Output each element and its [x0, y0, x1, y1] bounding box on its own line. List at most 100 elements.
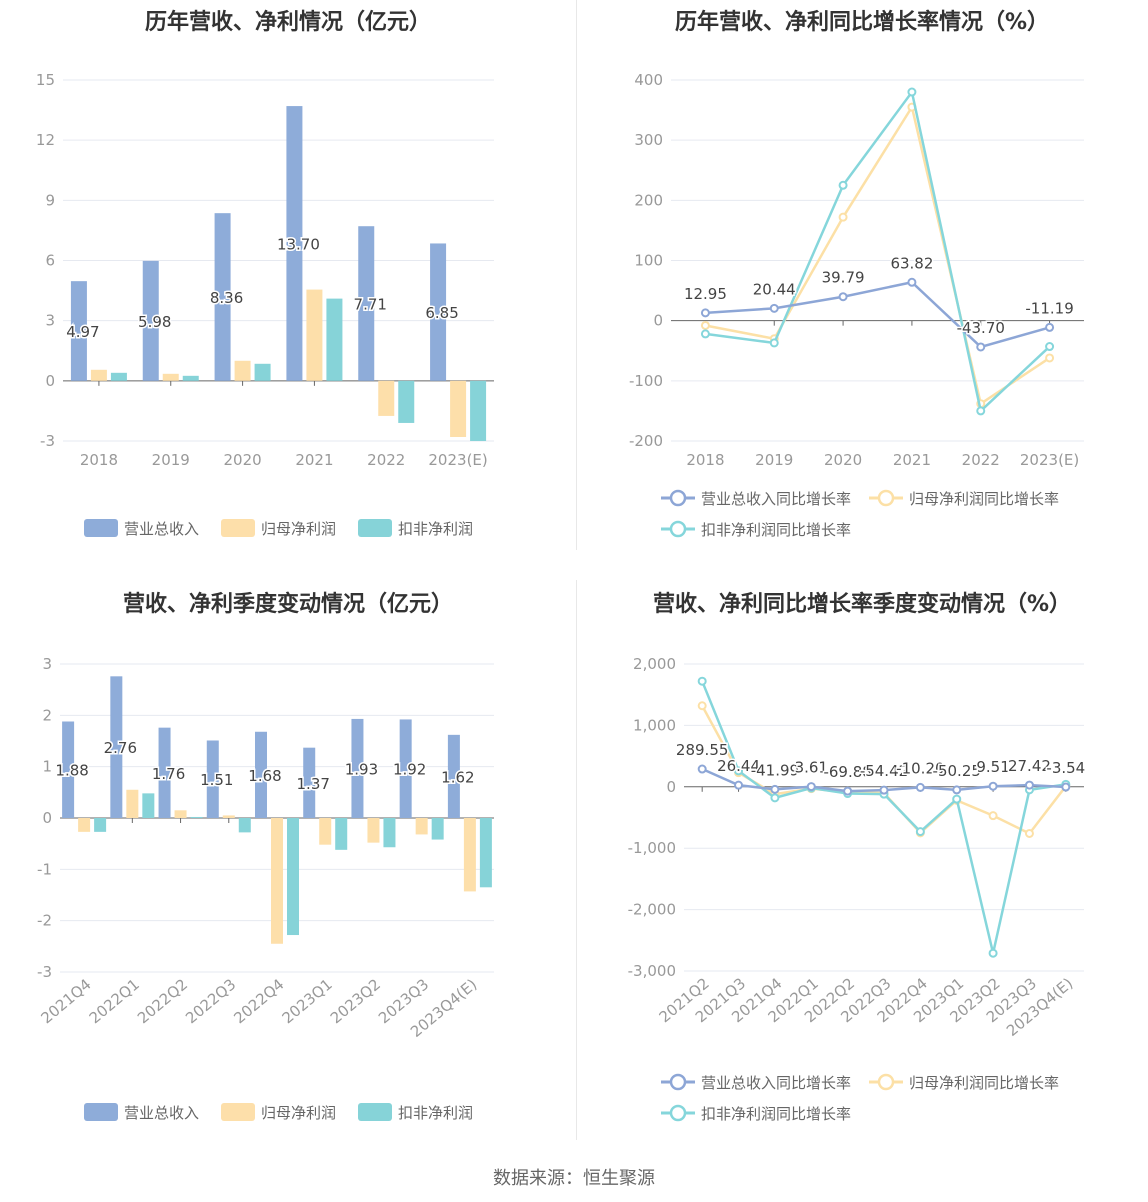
- quarter-line-chart: -3,000-2,000-1,00001,0002,0002021Q22021Q…: [628, 655, 1087, 1123]
- bar-deducted-profit: [182, 375, 199, 381]
- data-point: [700, 308, 710, 318]
- y-tick-label: 3: [42, 655, 52, 673]
- bar-revenue: [142, 260, 159, 381]
- data-point: [1045, 353, 1055, 363]
- legend-swatch: [84, 519, 118, 537]
- series-line: [701, 680, 1067, 954]
- bar-deducted-profit: [326, 298, 343, 381]
- quarter-line-title: 营收、净利同比增长率季度变动情况（%）: [652, 592, 1072, 617]
- annual-line-chart: -200 -100 0 100 200 300 400 2018 2019 2020 2021 202…: [629, 71, 1084, 539]
- data-point: [1045, 342, 1055, 352]
- y-tick-label: 0: [666, 778, 676, 796]
- x-tick-label: 2021: [893, 451, 931, 469]
- y-tick-label: -2,000: [628, 901, 676, 919]
- legend-label: 营业总收入同比增长率: [701, 1074, 851, 1092]
- data-label: 13.70: [277, 235, 320, 253]
- data-point: [952, 785, 962, 795]
- data-point: [770, 793, 780, 803]
- data-point: [988, 811, 998, 821]
- bar-net-profit: [174, 810, 187, 818]
- bar-revenue: [447, 734, 460, 818]
- data-label: 5.98: [138, 313, 171, 331]
- y-tick-label: 15: [36, 71, 55, 89]
- legend-label: 归母净利润同比增长率: [909, 1074, 1059, 1092]
- y-tick-label: 2,000: [633, 655, 676, 673]
- x-tick-label: 2022: [962, 451, 1000, 469]
- data-label: -10.20: [896, 759, 944, 777]
- bar-revenue: [286, 106, 303, 381]
- data-label: 12.95: [684, 285, 727, 303]
- legend-label: 营业总收入: [124, 1104, 199, 1122]
- data-label: 2.76: [104, 739, 137, 757]
- data-point: [988, 948, 998, 958]
- data-label: 4.97: [66, 323, 99, 341]
- data-point: [915, 782, 925, 792]
- legend-swatch: [358, 519, 392, 537]
- data-point: [1045, 322, 1055, 332]
- y-tick-label: -3: [37, 963, 52, 981]
- data-label: 63.82: [890, 254, 933, 272]
- y-tick-label: 12: [36, 131, 55, 149]
- data-label: 1.88: [55, 762, 88, 780]
- data-source-note: 数据来源：恒生聚源: [493, 1168, 655, 1189]
- x-tick-label: 2020: [824, 451, 862, 469]
- quarter-bar-title: 营收、净利季度变动情况（亿元）: [122, 592, 453, 617]
- data-label: 1.93: [345, 760, 378, 778]
- y-tick-label: -1: [37, 860, 52, 878]
- bar-deducted-profit: [110, 372, 127, 381]
- bar-net-profit: [234, 360, 251, 381]
- data-point: [1024, 828, 1034, 838]
- y-tick-label: 1: [42, 758, 52, 776]
- legend-marker: [669, 520, 687, 538]
- y-tick-label: -1,000: [628, 839, 676, 857]
- legend-label: 扣非净利润: [398, 1104, 473, 1122]
- series-line: [705, 89, 1051, 414]
- vertical-divider-top: [576, 0, 577, 550]
- x-tick-label: 2019: [152, 451, 190, 469]
- y-tick-label: 100: [634, 252, 663, 270]
- bar-revenue: [206, 740, 219, 818]
- data-label: 39.79: [822, 269, 865, 287]
- bar-deducted-profit: [238, 818, 251, 833]
- data-point: [907, 277, 917, 287]
- y-tick-label: 0: [45, 372, 55, 390]
- data-label: 7.71: [354, 296, 387, 314]
- data-label: 289.55: [676, 741, 729, 759]
- data-point: [769, 303, 779, 313]
- bar-deducted-profit: [190, 816, 203, 818]
- bar-net-profit: [450, 380, 467, 437]
- bar-net-profit: [415, 818, 428, 835]
- bar-net-profit: [78, 818, 91, 832]
- legend-label: 归母净利润: [261, 520, 336, 538]
- legend-marker: [669, 1073, 687, 1091]
- x-tick-label: 2019: [755, 451, 793, 469]
- bar-net-profit: [367, 818, 380, 843]
- y-tick-label: -200: [629, 432, 663, 450]
- bar-revenue: [158, 727, 171, 818]
- data-label: 1.92: [393, 761, 426, 779]
- bar-net-profit: [306, 289, 323, 381]
- legend-label: 扣非净利润同比增长率: [701, 1105, 851, 1123]
- bar-revenue: [303, 747, 316, 818]
- bar-revenue: [358, 226, 375, 381]
- legend-swatch: [221, 519, 255, 537]
- legend-swatch: [358, 1103, 392, 1121]
- y-tick-label: 1,000: [633, 716, 676, 734]
- data-label: -54.42: [860, 762, 908, 780]
- data-point: [697, 764, 707, 774]
- x-tick-label: 2023(E): [428, 451, 487, 469]
- data-point: [806, 782, 816, 792]
- x-tick-label: 2020: [223, 451, 261, 469]
- y-tick-label: 2: [42, 706, 52, 724]
- bar-deducted-profit: [335, 818, 348, 850]
- x-tick-label: 2022Q4: [230, 975, 287, 1027]
- y-tick-label: -3,000: [628, 962, 676, 980]
- legend-label: 营业总收入同比增长率: [701, 490, 851, 508]
- data-label: 27.42: [1008, 757, 1051, 775]
- annual-bar-title: 历年营收、净利情况（亿元）: [144, 10, 431, 35]
- data-label: 8.36: [210, 289, 243, 307]
- data-point: [770, 784, 780, 794]
- bar-revenue: [351, 718, 364, 818]
- bar-deducted-profit: [287, 818, 299, 936]
- bar-deducted-profit: [398, 380, 415, 423]
